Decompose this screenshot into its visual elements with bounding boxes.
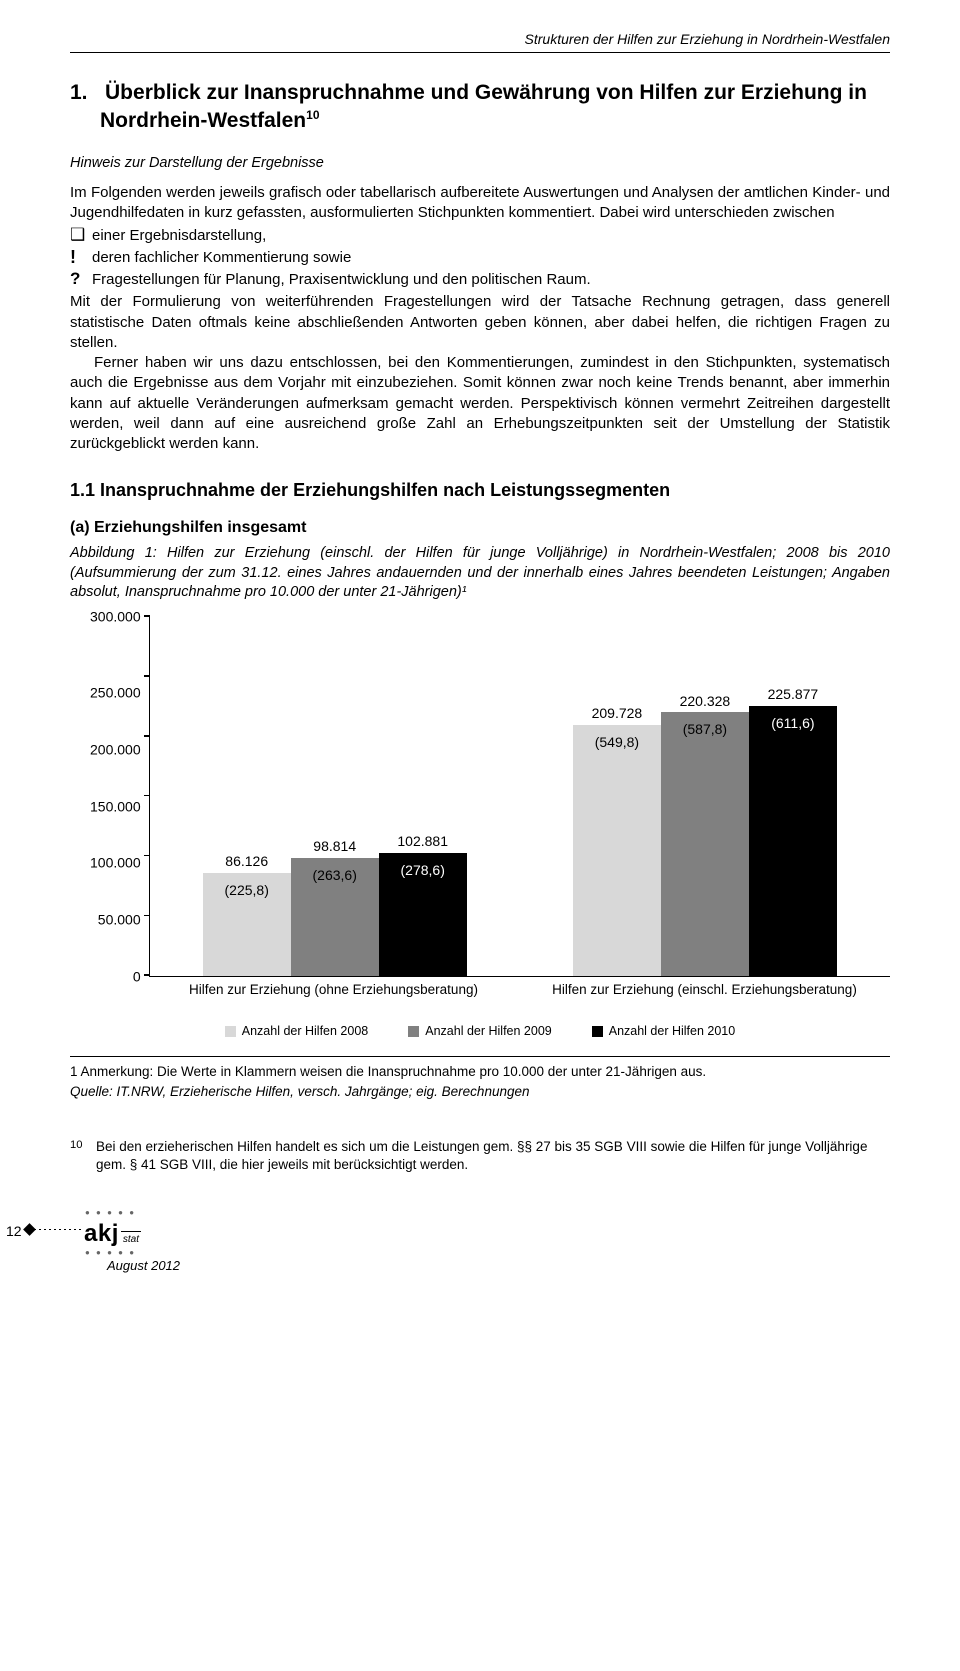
list-item-text: einer Ergebnisdarstellung,	[92, 226, 266, 246]
running-header: Strukturen der Hilfen zur Erziehung in N…	[70, 30, 890, 53]
bar-value-label: 225.877	[768, 685, 819, 704]
y-tick-label: 100.000	[90, 854, 141, 873]
footnote-marker: 10	[70, 1138, 96, 1174]
legend-swatch	[408, 1026, 419, 1037]
logo-text: akj	[84, 1218, 119, 1250]
dotted-line-icon	[34, 1229, 82, 1230]
bar-value-label: 209.728	[592, 704, 643, 723]
bar: 102.881 (278,6)	[379, 832, 467, 976]
list-item: ? Fragestellungen für Planung, Praxisent…	[70, 270, 890, 290]
legend-label: Anzahl der Hilfen 2010	[609, 1023, 735, 1040]
paragraph: Ferner haben wir uns dazu entschlossen, …	[70, 353, 890, 454]
chart-legend: Anzahl der Hilfen 2008 Anzahl der Hilfen …	[70, 1023, 890, 1040]
legend-label: Anzahl der Hilfen 2008	[242, 1023, 368, 1040]
legend-item: Anzahl der Hilfen 2010	[592, 1023, 735, 1040]
section-heading-2: 1.1 Inanspruchnahme der Erziehungshilfen…	[70, 478, 890, 502]
square-icon	[70, 226, 92, 245]
y-tick-label: 0	[133, 967, 141, 986]
bar-rect: (611,6)	[749, 706, 837, 976]
y-axis: 300.000250.000200.000150.000100.00050.00…	[90, 617, 149, 977]
bar-inner-label: (278,6)	[401, 861, 445, 880]
bar-chart: 300.000250.000200.000150.000100.00050.00…	[90, 617, 890, 999]
bar-rect: (278,6)	[379, 853, 467, 976]
y-tick-label: 50.000	[98, 911, 141, 930]
legend-swatch	[592, 1026, 603, 1037]
list-item-text: Fragestellungen für Planung, Praxisentwi…	[92, 270, 591, 290]
paragraph: Mit der Formulierung von weiterführenden…	[70, 292, 890, 353]
y-tick-label: 300.000	[90, 608, 141, 627]
bar-value-label: 220.328	[680, 692, 731, 711]
bar-rect: (225,8)	[203, 873, 291, 976]
page-footnote: 10 Bei den erzieherischen Hilfen handelt…	[70, 1138, 890, 1174]
section-heading-1: 1. Überblick zur Inanspruchnahme und Gew…	[70, 79, 890, 136]
legend-item: Anzahl der Hilfen 2008	[225, 1023, 368, 1040]
bar: 209.728 (549,8)	[573, 704, 661, 976]
question-icon: ?	[70, 270, 92, 289]
logo-subtext: stat	[121, 1231, 141, 1247]
list-item-text: deren fachlicher Kommentierung sowie	[92, 248, 351, 268]
page-number: 12	[6, 1222, 22, 1241]
legend-item: Anzahl der Hilfen 2009	[408, 1023, 551, 1040]
bar-inner-label: (225,8)	[225, 881, 269, 900]
list-item: einer Ergebnisdarstellung,	[70, 226, 890, 246]
x-tick-label: Hilfen zur Erziehung (einschl. Erziehung…	[519, 981, 890, 999]
bar-group: 86.126 (225,8) 98.814 (263,6) 102.881 (278,6)	[150, 832, 520, 976]
bar-inner-label: (549,8)	[595, 733, 639, 752]
bar-group: 209.728 (549,8) 220.328 (587,8) 225.877 (611,…	[520, 685, 890, 976]
paragraph-intro: Im Folgenden werden jeweils grafisch ode…	[70, 183, 890, 224]
bar-rect: (587,8)	[661, 712, 749, 976]
bar-rect: (549,8)	[573, 725, 661, 976]
x-tick-label: Hilfen zur Erziehung (ohne Erziehungsber…	[148, 981, 519, 999]
plot-area: 86.126 (225,8) 98.814 (263,6) 102.881 (278,6)…	[149, 617, 890, 977]
legend-label: Anzahl der Hilfen 2009	[425, 1023, 551, 1040]
source-line: Quelle: IT.NRW, Erzieherische Hilfen, ve…	[70, 1083, 890, 1101]
chart-footnote: 1 Anmerkung: Die Werte in Klammern weise…	[70, 1063, 890, 1081]
hint-line: Hinweis zur Darstellung der Ergebnisse	[70, 154, 890, 174]
bar-inner-label: (263,6)	[313, 866, 357, 885]
bar-value-label: 98.814	[313, 837, 356, 856]
publication-footer: ● ● ● ● ● akj stat ● ● ● ● ● August 2012	[84, 1208, 890, 1275]
bar-inner-label: (587,8)	[683, 720, 727, 739]
list-item: ! deren fachlicher Kommentierung sowie	[70, 248, 890, 268]
x-axis-labels: Hilfen zur Erziehung (ohne Erziehungsber…	[148, 981, 890, 999]
bar-rect: (263,6)	[291, 858, 379, 976]
y-tick-label: 200.000	[90, 740, 141, 759]
footnote-text: Bei den erzieherischen Hilfen handelt es…	[96, 1138, 890, 1174]
bar: 225.877 (611,6)	[749, 685, 837, 976]
y-tick-label: 150.000	[90, 797, 141, 816]
bar-inner-label: (611,6)	[771, 714, 814, 733]
y-tick-label: 250.000	[90, 683, 141, 702]
bar: 98.814 (263,6)	[291, 837, 379, 976]
bar-value-label: 102.881	[397, 832, 448, 851]
legend-swatch	[225, 1026, 236, 1037]
publication-date: August 2012	[107, 1257, 890, 1275]
subsection-heading: (a) Erziehungshilfen insgesamt	[70, 517, 890, 539]
bar-value-label: 86.126	[225, 852, 268, 871]
exclaim-icon: !	[70, 248, 92, 268]
bar: 220.328 (587,8)	[661, 692, 749, 976]
figure-caption: Abbildung 1: Hilfen zur Erziehung (einsc…	[70, 544, 890, 603]
bar: 86.126 (225,8)	[203, 852, 291, 976]
heading-footnote-ref: 10	[306, 108, 319, 122]
heading-text: 1. Überblick zur Inanspruchnahme und Gew…	[70, 81, 867, 132]
